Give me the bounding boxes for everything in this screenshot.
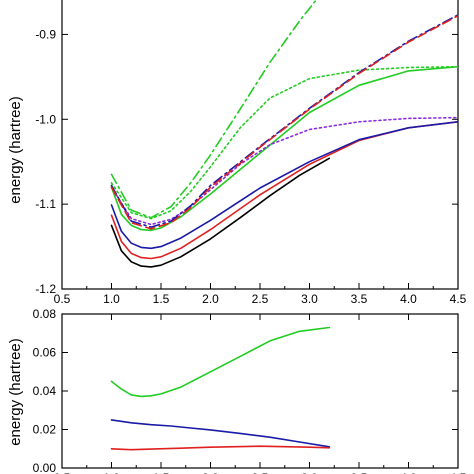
top-series-line-7 bbox=[110, 14, 458, 228]
bottom-ylabel: energy (hartree) bbox=[7, 338, 24, 446]
top-x-tick-label: 3.5 bbox=[351, 292, 368, 306]
bottom-y-tick-label: 0.00 bbox=[33, 461, 57, 474]
bottom-x-tick-label: 1.5 bbox=[153, 471, 170, 474]
top-x-tick-label: 3.0 bbox=[301, 292, 318, 306]
bottom-x-tick-label: 1.0 bbox=[103, 471, 120, 474]
top-y-tick-label: -1.0 bbox=[35, 112, 56, 126]
bottom-series-line-1 bbox=[110, 419, 331, 448]
top-y-tick-label: -1.2 bbox=[35, 282, 56, 296]
top-x-tick-label: 0.5 bbox=[54, 292, 71, 306]
top-x-tick-label: 4.5 bbox=[450, 292, 467, 306]
bottom-series-line-0 bbox=[110, 326, 331, 398]
top-series-line-3 bbox=[110, 65, 458, 232]
bottom-y-tick-label: 0.08 bbox=[33, 307, 57, 321]
bottom-x-tick-label: 4.0 bbox=[400, 471, 417, 474]
bottom-x-tick-label: 4.5 bbox=[450, 471, 467, 474]
top-y-tick-label: -0.9 bbox=[35, 27, 56, 41]
top-y-tick-label: -1.1 bbox=[35, 197, 56, 211]
bottom-y-tick-label: 0.04 bbox=[33, 384, 57, 398]
top-ylabel: energy (hartree) bbox=[7, 96, 24, 204]
top-x-tick-label: 1.0 bbox=[103, 292, 120, 306]
bottom-x-tick-label: 2.5 bbox=[252, 471, 269, 474]
bottom-x-tick-label: 0.5 bbox=[54, 471, 71, 474]
bottom-y-tick-label: 0.02 bbox=[33, 423, 57, 437]
bottom-panel: 0.5 1.0 1.5 2.0 2.5 3.0 3.5 4.0 4.5 0.08 0.06 0.04 0… bbox=[33, 307, 467, 474]
bottom-y-tick-label: 0.06 bbox=[33, 346, 57, 360]
bottom-plot-frame bbox=[61, 313, 459, 469]
top-series-line-8 bbox=[110, 15, 458, 230]
top-series-line-0 bbox=[110, 157, 331, 268]
top-x-tick-label: 2.0 bbox=[202, 292, 219, 306]
top-x-tick-label: 4.0 bbox=[400, 292, 417, 306]
top-x-tick-label: 2.5 bbox=[252, 292, 269, 306]
top-series-line-6 bbox=[110, 0, 318, 219]
top-panel: 0.5 1.0 1.5 2.0 2.5 3.0 3.5 4.0 4.5 -0.9 -1.0 -1.1 -… bbox=[35, 0, 467, 306]
bottom-x-tick-label: 2.0 bbox=[202, 471, 219, 474]
top-series-line-2 bbox=[110, 121, 458, 250]
top-series-line-4 bbox=[110, 65, 458, 220]
top-series-line-5 bbox=[110, 116, 458, 226]
bottom-series-line-2 bbox=[110, 445, 331, 451]
top-series-group bbox=[110, 0, 458, 268]
top-x-tick-label: 1.5 bbox=[153, 292, 170, 306]
top-plot-frame bbox=[61, 0, 459, 290]
bottom-x-tick-label: 3.0 bbox=[301, 471, 318, 474]
bottom-series-group bbox=[110, 326, 331, 451]
bottom-x-tick-label: 3.5 bbox=[351, 471, 368, 474]
top-series-line-1 bbox=[110, 121, 458, 260]
